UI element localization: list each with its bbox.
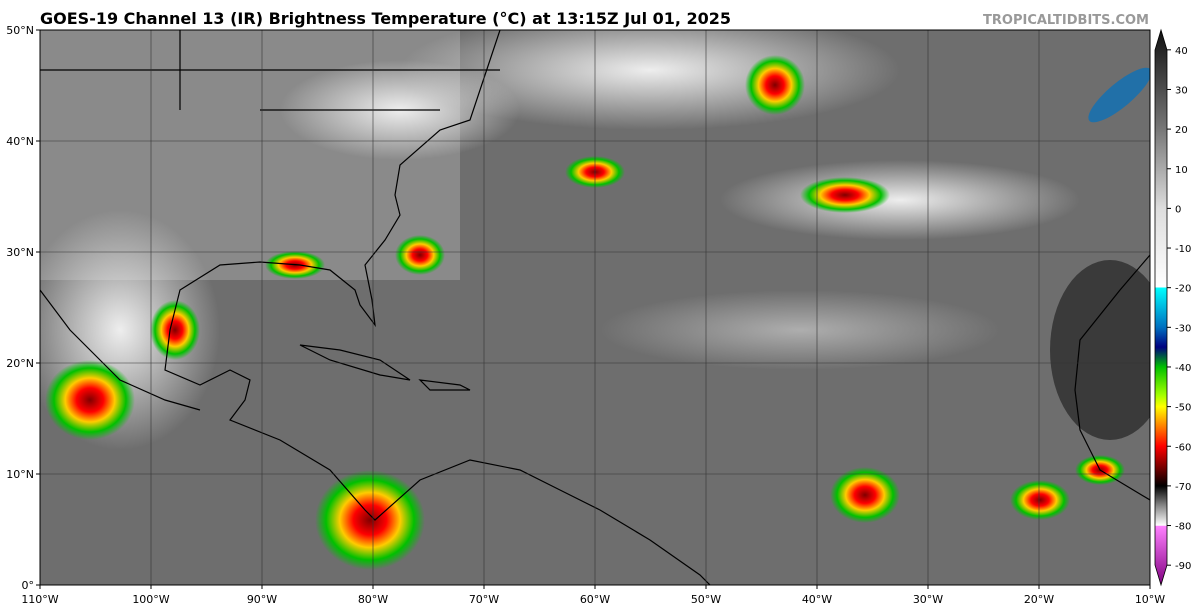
storm [315, 470, 425, 570]
storm [395, 235, 445, 275]
colorbar-tick-label: -60 [1175, 442, 1191, 453]
y-tick-label: 20°N [6, 357, 34, 370]
credit: TROPICALTIDBITS.COM [983, 13, 1149, 28]
colorbar-tick-label: -20 [1175, 284, 1191, 295]
coastlines [40, 30, 1150, 585]
storm [150, 300, 200, 360]
title: GOES-19 Channel 13 (IR) Brightness Tempe… [40, 9, 731, 28]
y-tick-label: 40°N [6, 135, 34, 148]
storm [1010, 480, 1070, 520]
colorbar-tick-label: 40 [1175, 46, 1188, 57]
cloud-band [1088, 67, 1150, 123]
cloud [720, 160, 1080, 240]
colorbar-tick-label: 0 [1175, 204, 1181, 215]
x-tick-label: 70°W [469, 593, 499, 606]
storm [45, 360, 135, 440]
x-tick-label: 10°W [1135, 593, 1165, 606]
colorbar-tick-label: -90 [1175, 561, 1191, 572]
colorbar-tick-label: -70 [1175, 482, 1191, 493]
x-tick-label: 20°W [1024, 593, 1054, 606]
storm [745, 55, 805, 115]
colorbar-tick-label: 30 [1175, 85, 1188, 96]
colorbar-tick-label: 10 [1175, 165, 1188, 176]
x-tick-label: 80°W [358, 593, 388, 606]
x-tick-label: 40°W [802, 593, 832, 606]
x-tick-label: 50°W [691, 593, 721, 606]
colorbar-tick-label: -40 [1175, 363, 1191, 374]
colorbar-tick-label: -80 [1175, 522, 1191, 533]
y-tick-label: 30°N [6, 246, 34, 259]
storm [830, 467, 900, 523]
x-tick-label: 100°W [132, 593, 169, 606]
colorbar-tick-label: -30 [1175, 323, 1191, 334]
imagery [40, 30, 1150, 585]
x-tick-label: 90°W [247, 593, 277, 606]
x-tick-label: 110°W [21, 593, 58, 606]
colorbar-tick-label: 20 [1175, 125, 1188, 136]
x-tick-label: 30°W [913, 593, 943, 606]
graticule [40, 30, 1150, 585]
x-tick-label: 60°W [580, 593, 610, 606]
y-tick-label: 10°N [6, 468, 34, 481]
sahara [1050, 260, 1150, 440]
colorbar-tick-label: -50 [1175, 403, 1191, 414]
storm [800, 177, 890, 213]
y-tick-label: 50°N [6, 24, 34, 37]
colorbar-body [1154, 28, 1168, 587]
colorbar-tick-label: -10 [1175, 244, 1191, 255]
cloud [600, 290, 1000, 370]
y-tick-label: 0° [22, 579, 35, 592]
colorbar: 40 30 20 10 0 -10 -20 -30 -40 -50 -60 -70 -80 -90 [1154, 28, 1191, 587]
